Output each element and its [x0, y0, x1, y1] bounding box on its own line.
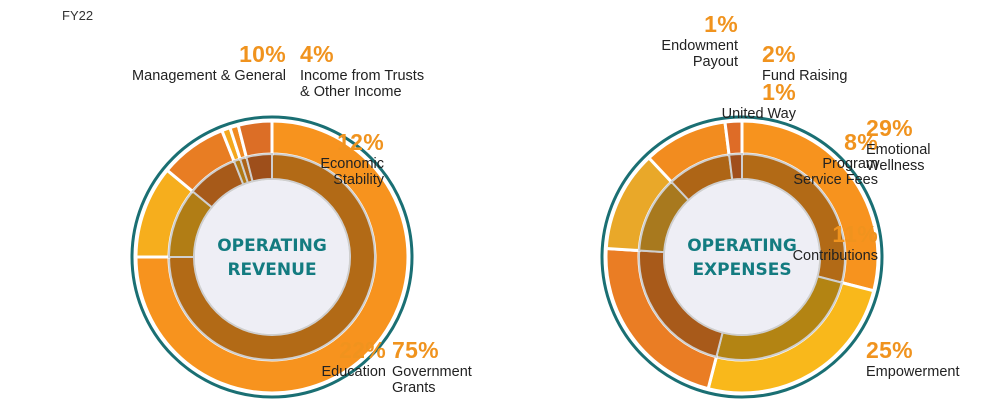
slice-category: Fund Raising — [762, 67, 848, 84]
chart-title-line: OPERATING — [687, 236, 797, 256]
slice-percent: 2% — [762, 41, 796, 67]
slice-label-program-service-fees: 8% Program Service Fees — [793, 129, 878, 188]
slice-inner-income-from-trusts-other-income — [245, 152, 273, 183]
slice-label-economic-stability: 12% Economic Stability — [320, 129, 384, 188]
chart-title-line: EXPENSES — [692, 260, 791, 280]
slice-label-government-grants: 75% Government Grants — [392, 337, 472, 396]
slice-percent: 12% — [337, 129, 384, 155]
slice-percent: 10% — [239, 41, 286, 67]
slice-category: Management & General — [132, 67, 286, 84]
slice-percent: 8% — [844, 129, 878, 155]
slice-percent: 1% — [704, 11, 738, 37]
donut-center — [195, 180, 349, 334]
slice-category: Education — [321, 363, 387, 380]
slice-category: Emotional Wellness — [866, 141, 931, 174]
slice-category: Program Service Fees — [793, 155, 878, 188]
slice-category: Economic Stability — [320, 155, 384, 188]
slice-inner-fund-raising — [727, 152, 743, 181]
slice-category: Income from Trusts & Other Income — [300, 67, 425, 100]
slice-label-income-from-trusts-other-income: 4% Income from Trusts & Other Income — [300, 41, 425, 100]
slice-percent: 22% — [339, 337, 386, 363]
slice-fund-raising — [723, 119, 744, 157]
slice-category: United Way — [721, 105, 796, 122]
slice-label-contributions: 11% Contributions — [792, 221, 878, 264]
slice-percent: 29% — [866, 115, 913, 141]
slice-label-empowerment: 25% Empowerment — [866, 337, 960, 380]
donut-center — [665, 180, 819, 334]
donut-operating-expenses: OPERATING EXPENSES — [600, 115, 884, 399]
slice-label-emotional-wellness: 29% Emotional Wellness — [866, 115, 931, 174]
slice-label-united-way: 1% United Way — [721, 79, 796, 122]
slice-label-management-general: 10% Management & General — [132, 41, 286, 84]
slice-category: Contributions — [792, 247, 878, 264]
slice-percent: 11% — [832, 221, 878, 247]
slice-percent: 1% — [762, 79, 796, 105]
slice-category: Endowment Payout — [661, 37, 738, 70]
donut-operating-revenue: OPERATING REVENUE — [130, 115, 414, 399]
slice-label-fund-raising: 2% Fund Raising — [762, 41, 848, 84]
chart-title-line: OPERATING — [217, 236, 327, 256]
slice-label-education: 22% Education — [321, 337, 387, 380]
ring-outline — [130, 115, 414, 399]
slice-inner-government-grants — [167, 152, 376, 361]
slice-category: Government Grants — [392, 363, 472, 396]
fiscal-year-label: FY22 — [62, 8, 94, 23]
slice-label-endowment-payout: 1% Endowment Payout — [661, 11, 738, 70]
chart-title-line: REVENUE — [227, 260, 316, 280]
slice-percent: 25% — [866, 337, 913, 363]
ring-outline — [600, 115, 884, 399]
slice-percent: 75% — [392, 337, 439, 363]
slice-category: Empowerment — [866, 363, 960, 380]
slice-percent: 4% — [300, 41, 334, 67]
